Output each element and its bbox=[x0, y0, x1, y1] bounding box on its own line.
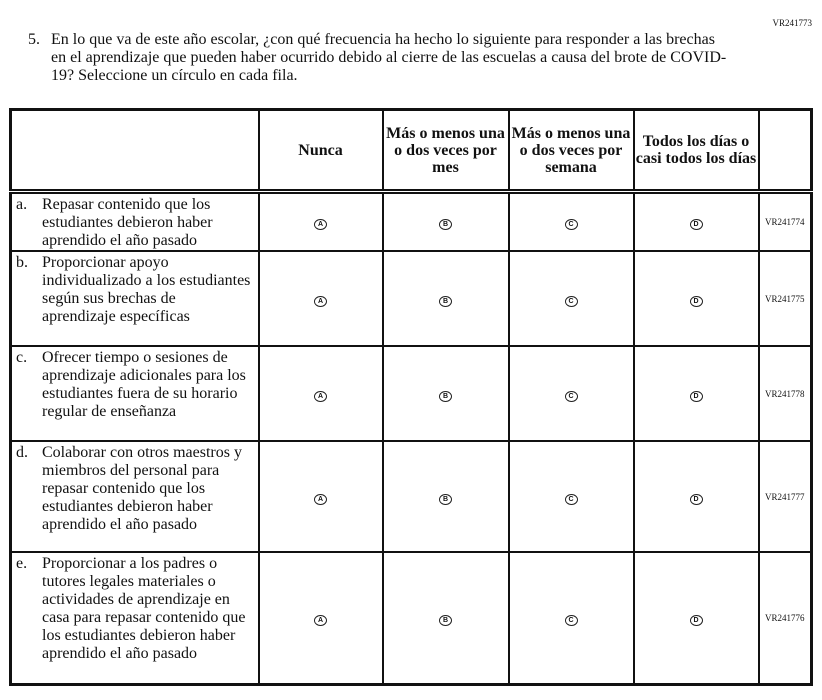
radio-bubble-c[interactable]: C bbox=[564, 219, 578, 230]
row-letter: d. bbox=[16, 444, 28, 461]
option-cell: A bbox=[257, 250, 384, 347]
radio-bubble-b[interactable]: B bbox=[439, 219, 452, 230]
header-nunca: Nunca bbox=[257, 108, 384, 194]
question-text: En lo que va de este año escolar, ¿con q… bbox=[51, 31, 727, 84]
row-id: VR241774 bbox=[757, 190, 813, 252]
option-cell: A bbox=[257, 190, 384, 252]
radio-bubble-b[interactable]: B bbox=[439, 493, 452, 505]
header-id bbox=[757, 108, 813, 194]
option-cell: D bbox=[632, 345, 760, 442]
option-cell: D bbox=[632, 551, 760, 685]
radio-bubble-b[interactable]: B bbox=[439, 295, 452, 307]
radio-bubble-a[interactable]: A bbox=[314, 614, 327, 626]
row-letter: e. bbox=[16, 555, 28, 572]
radio-bubble-c[interactable]: C bbox=[564, 614, 578, 626]
radio-bubble-c[interactable]: C bbox=[564, 295, 578, 307]
table-row: b. Proporcionar apoyo individualizado a l… bbox=[9, 250, 813, 347]
row-text: Colaborar con otros maestros y miembros … bbox=[42, 444, 242, 533]
option-cell: B bbox=[381, 345, 510, 442]
radio-bubble-d[interactable]: D bbox=[689, 295, 703, 307]
option-cell: B bbox=[381, 440, 510, 553]
row-text: Repasar contenido que los estudiantes de… bbox=[42, 196, 213, 249]
table-row: a. Repasar contenido que los estudiantes … bbox=[9, 190, 813, 252]
row-text: Proporcionar a los padres o tutores lega… bbox=[42, 555, 246, 662]
row-id: VR241777 bbox=[757, 440, 813, 553]
header-empty bbox=[9, 108, 260, 194]
row-label: c. Ofrecer tiempo o sesiones de aprendiza… bbox=[9, 345, 260, 442]
header-weekly: Más o menos una o dos veces por semana bbox=[507, 108, 635, 194]
header-row: Nunca Más o menos una o dos veces por me… bbox=[9, 108, 813, 194]
option-cell: C bbox=[507, 345, 635, 442]
radio-bubble-d[interactable]: D bbox=[689, 219, 703, 230]
row-label: a. Repasar contenido que los estudiantes … bbox=[9, 190, 260, 252]
row-label: e. Proporcionar a los padres o tutores le… bbox=[9, 551, 260, 685]
option-cell: C bbox=[507, 440, 635, 553]
response-grid: Nunca Más o menos una o dos veces por me… bbox=[9, 108, 813, 686]
row-text: Proporcionar apoyo individualizado a los… bbox=[42, 254, 251, 325]
option-cell: C bbox=[507, 250, 635, 347]
row-letter: a. bbox=[16, 196, 28, 213]
radio-bubble-a[interactable]: A bbox=[314, 390, 327, 402]
header-monthly: Más o menos una o dos veces por mes bbox=[381, 108, 510, 194]
radio-bubble-c[interactable]: C bbox=[564, 390, 578, 402]
header-daily: Todos los días o casi todos los días bbox=[632, 108, 760, 194]
row-id: VR241776 bbox=[757, 551, 813, 685]
row-label: b. Proporcionar apoyo individualizado a l… bbox=[9, 250, 260, 347]
table-row: e. Proporcionar a los padres o tutores le… bbox=[9, 551, 813, 685]
radio-bubble-b[interactable]: B bbox=[439, 390, 452, 402]
question-number: 5. bbox=[28, 31, 40, 48]
table-row: d. Colaborar con otros maestros y miembro… bbox=[9, 440, 813, 553]
row-letter: c. bbox=[16, 349, 28, 366]
radio-bubble-b[interactable]: B bbox=[439, 614, 452, 626]
option-cell: B bbox=[381, 190, 510, 252]
option-cell: A bbox=[257, 345, 384, 442]
row-label: d. Colaborar con otros maestros y miembro… bbox=[9, 440, 260, 553]
row-id: VR241775 bbox=[757, 250, 813, 347]
radio-bubble-c[interactable]: C bbox=[564, 493, 578, 505]
option-cell: D bbox=[632, 190, 760, 252]
radio-bubble-a[interactable]: A bbox=[314, 295, 327, 307]
radio-bubble-d[interactable]: D bbox=[689, 614, 703, 626]
radio-bubble-d[interactable]: D bbox=[689, 390, 703, 402]
option-cell: C bbox=[507, 551, 635, 685]
option-cell: D bbox=[632, 440, 760, 553]
radio-bubble-a[interactable]: A bbox=[314, 493, 327, 505]
option-cell: C bbox=[507, 190, 635, 252]
question-id: VR241773 bbox=[772, 18, 812, 28]
option-cell: B bbox=[381, 551, 510, 685]
row-letter: b. bbox=[16, 254, 28, 271]
option-cell: A bbox=[257, 551, 384, 685]
option-cell: B bbox=[381, 250, 510, 347]
radio-bubble-a[interactable]: A bbox=[314, 219, 327, 230]
row-id: VR241778 bbox=[757, 345, 813, 442]
option-cell: A bbox=[257, 440, 384, 553]
table-row: c. Ofrecer tiempo o sesiones de aprendiza… bbox=[9, 345, 813, 442]
radio-bubble-d[interactable]: D bbox=[689, 493, 703, 505]
option-cell: D bbox=[632, 250, 760, 347]
row-text: Ofrecer tiempo o sesiones de aprendizaje… bbox=[42, 349, 246, 420]
